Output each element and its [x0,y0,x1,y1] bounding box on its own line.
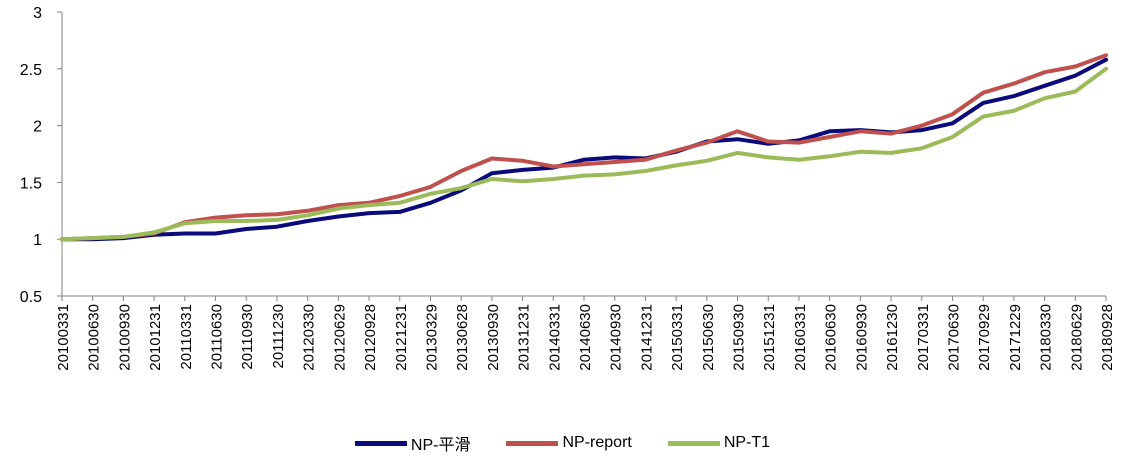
x-tick-label: 20110331 [178,304,195,370]
x-tick-label: 20130329 [423,304,440,371]
x-tick-label: 20161230 [884,304,901,371]
x-tick-label: 20120629 [331,304,348,371]
x-tick-label: 20170929 [976,304,993,371]
x-tick-label: 20131231 [516,304,533,371]
legend-swatch-np-smooth [354,440,407,446]
y-tick-label: 1 [33,232,42,249]
legend-swatch-np-t1 [667,440,720,446]
legend: NP-平滑 NP-report NP-T1 [0,428,1125,458]
y-tick-label: 0.5 [20,289,42,306]
x-tick-label: 20120330 [301,304,318,371]
x-tick-label: 20121231 [393,304,410,371]
legend-item-np-report: NP-report [506,434,632,452]
x-tick-label: 20160630 [823,304,840,371]
y-tick-label: 3 [33,5,42,22]
legend-label-np-t1: NP-T1 [723,434,771,451]
x-tick-label: 20150331 [669,304,686,371]
x-tick-label: 20101231 [147,304,164,371]
x-tick-label: 20100331 [55,304,72,371]
x-tick-label: 20141231 [638,304,655,371]
series-lines [60,53,1108,242]
y-axis: 0.5 1 1.5 2 2.5 3 [20,5,63,306]
x-tick-label: 20180330 [1038,304,1055,371]
x-tick-label: 20140630 [577,304,594,371]
x-tick-label: 20171229 [1007,304,1024,371]
legend-swatch-np-report [506,440,559,446]
x-tick-label: 20130930 [485,304,502,371]
series-line-1 [60,53,1108,242]
x-tick-label: 20100930 [116,304,133,371]
x-tick-label: 20150930 [731,304,748,371]
x-tick-label: 20140331 [546,304,563,371]
x-tick-label: 20150630 [700,304,717,371]
x-tick-label: 20151231 [761,304,778,371]
y-tick-label: 2.5 [20,62,42,79]
series-line-0 [60,57,1108,242]
x-tick-label: 20170331 [915,304,932,371]
legend-label-np-smooth: NP-平滑 [410,437,471,454]
x-tick-label: 20100630 [86,304,103,371]
legend-item-np-smooth: NP-平滑 [354,431,471,455]
legend-item-np-t1: NP-T1 [667,434,771,452]
x-axis: 20100331 20100630 20100930 20101231 20110331… [55,295,1116,371]
legend-label-np-report: NP-report [562,434,632,451]
x-tick-label: 20110630 [209,304,226,370]
x-tick-label: 20140930 [608,304,625,371]
x-tick-label: 20180928 [1099,304,1116,371]
x-tick-label: 20180629 [1068,304,1085,371]
x-tick-label: 20110930 [239,304,256,370]
x-tick-label: 20160331 [792,304,809,371]
x-tick-label: 20170630 [945,304,962,371]
x-tick-label: 20130628 [454,304,471,371]
y-tick-label: 2 [33,119,42,136]
x-tick-label: 20111230 [270,304,287,369]
y-tick-label: 1.5 [20,175,42,192]
x-tick-label: 20120928 [362,304,379,371]
x-tick-label: 20160930 [853,304,870,371]
series-line-2 [60,66,1108,242]
